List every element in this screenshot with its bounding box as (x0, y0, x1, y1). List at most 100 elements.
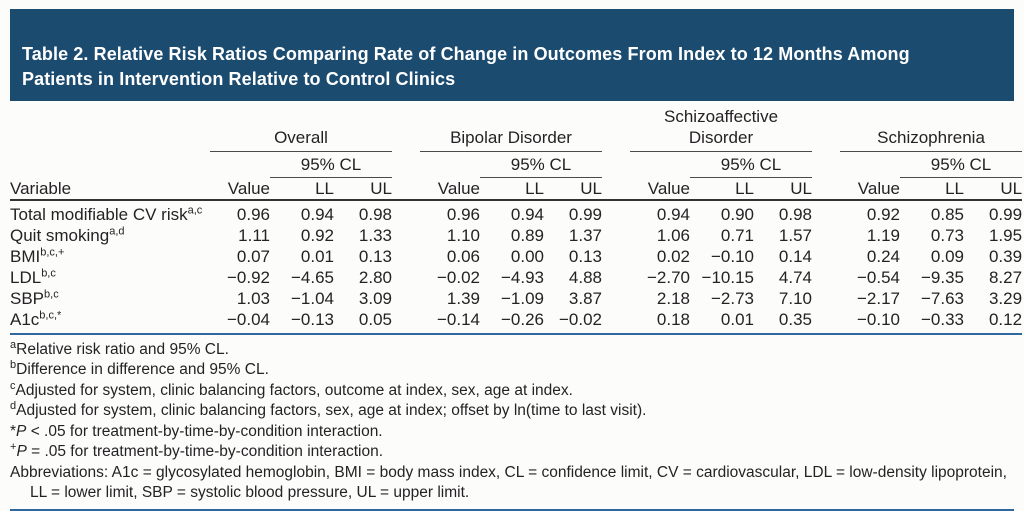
column-gap (812, 267, 840, 288)
value-cell: 0.92 (866, 204, 901, 224)
column-gap (392, 106, 420, 152)
cl-header-spacer (10, 151, 210, 177)
column-gap (392, 246, 420, 267)
value-cell: −0.02 (544, 308, 603, 335)
value-cell: 1.57 (778, 225, 813, 245)
value-cell: −2.73 (711, 288, 755, 308)
ul-column-header: UL (334, 177, 392, 201)
value-cell: 1.19 (866, 225, 901, 245)
value-cell: 0.14 (778, 246, 813, 266)
value-cell: 0.94 (300, 204, 334, 224)
column-gap (812, 200, 840, 225)
column-gap (602, 267, 630, 288)
column-gap (812, 246, 840, 267)
value-cell: 7.10 (778, 288, 813, 308)
row-label: A1cb,c,* (10, 308, 210, 335)
row-label: SBPb,c (10, 287, 59, 308)
value-cell: 0.94 (656, 204, 691, 224)
column-gap (602, 308, 631, 335)
column-gap (602, 106, 630, 152)
column-gap (812, 288, 840, 309)
value-cell: 0.05 (334, 308, 392, 335)
footnote: dAdjusted for system, clinic balancing f… (10, 399, 647, 420)
value-cell: −0.14 (420, 308, 480, 335)
group-header-overall: Overall (210, 105, 392, 152)
value-cell: 0.98 (778, 204, 813, 224)
ul-column-header: UL (964, 177, 1023, 201)
value-cell: 3.87 (568, 288, 603, 308)
table-body: Total modifiable CV riska,c 0.96 0.94 0.98 0… (10, 200, 1023, 335)
group-header-row: Overall Bipolar Disorder Schizoaffective… (10, 105, 1023, 152)
value-cell: 1.10 (446, 225, 480, 245)
value-cell: 1.06 (656, 225, 691, 245)
value-cell: −0.13 (270, 308, 334, 335)
cl-header-spacer (630, 151, 690, 177)
table-row: Quit smokinga,d 1.11 0.92 1.33 1.10 0.89 1.37 1… (10, 225, 1022, 246)
value-cell: 0.96 (236, 204, 270, 224)
table-row: LDLb,c −0.92 −4.65 2.80 −0.02 −4.93 4.88 −2.70−… (10, 267, 1022, 288)
value-cell: 0.09 (930, 246, 965, 266)
value-cell: 1.33 (358, 225, 392, 245)
value-cell: 0.07 (236, 246, 270, 266)
cl-header-spacer (210, 151, 270, 177)
footnote: cAdjusted for system, clinic balancing f… (10, 379, 573, 399)
column-gap (392, 200, 420, 225)
value-cell: −0.26 (480, 308, 544, 335)
ll-column-header: LL (900, 177, 965, 201)
variable-column-header: Variable (10, 177, 210, 201)
value-cell: 0.02 (656, 246, 691, 266)
value-column-header: Value (840, 177, 901, 201)
column-gap (812, 177, 841, 201)
row-label: Quit smokinga,d (10, 224, 125, 245)
value-cell: −7.63 (921, 288, 965, 308)
column-gap (602, 288, 630, 309)
group-header-schizoaffective-disorder: Schizoaffective Disorder (630, 105, 813, 152)
column-gap (602, 177, 631, 201)
value-cell: −0.54 (857, 267, 901, 287)
value-cell: 0.94 (510, 204, 544, 224)
column-gap (602, 225, 630, 246)
ll-column-header: LL (480, 177, 544, 201)
footnotes: aRelative risk ratio and 95% CL. bDiffere… (10, 338, 1014, 504)
value-cell: 4.74 (778, 267, 813, 287)
row-label: Total modifiable CV riska,c (10, 203, 203, 224)
ul-column-header: UL (754, 177, 813, 201)
column-gap (602, 151, 630, 177)
value-cell: −0.92 (226, 267, 270, 287)
cl-header-overall: 95% CL (270, 151, 392, 178)
group-header-schizophrenia: Schizophrenia (840, 105, 1023, 152)
table-row: BMIb,c,+ 0.07 0.01 0.13 0.06 0.00 0.13 0.02 −0.1… (10, 246, 1022, 267)
value-cell: 1.95 (988, 225, 1023, 245)
value-cell: 0.99 (568, 204, 603, 224)
footnote: *P < .05 for treatment-by-time-by-condit… (10, 422, 383, 440)
cl-header-bipolar: 95% CL (480, 151, 603, 178)
bottom-rule (10, 508, 1014, 511)
value-cell: 0.01 (300, 246, 334, 266)
cl-header-spacer (420, 151, 480, 177)
cl-header-schizophrenia: 95% CL (900, 151, 1023, 178)
footnote: aRelative risk ratio and 95% CL. (10, 338, 229, 358)
value-cell: −0.10 (711, 246, 755, 266)
value-cell: −0.02 (436, 267, 480, 287)
value-cell: −1.09 (500, 288, 544, 308)
value-cell: −10.15 (701, 267, 755, 287)
column-gap (812, 225, 840, 246)
value-cell: 1.37 (568, 225, 603, 245)
value-cell: 3.09 (358, 288, 392, 308)
cl-header-row: 95% CL 95% CL 95% CL 95% CL (10, 151, 1023, 178)
ll-column-header: LL (690, 177, 755, 201)
value-cell: 3.29 (988, 288, 1023, 308)
value-cell: 0.06 (446, 246, 480, 266)
column-gap (602, 246, 630, 267)
value-cell: −0.10 (840, 308, 901, 335)
ul-column-header: UL (544, 177, 603, 201)
value-cell: 0.00 (510, 246, 544, 266)
table-row: Total modifiable CV riska,c 0.96 0.94 0.98 0… (10, 200, 1022, 225)
value-cell: −2.70 (647, 267, 691, 287)
column-gap (392, 151, 420, 177)
value-cell: 0.71 (720, 225, 755, 245)
value-cell: 0.90 (720, 204, 755, 224)
group-header-bipolar-disorder: Bipolar Disorder (420, 105, 603, 152)
value-cell: 0.73 (930, 225, 965, 245)
